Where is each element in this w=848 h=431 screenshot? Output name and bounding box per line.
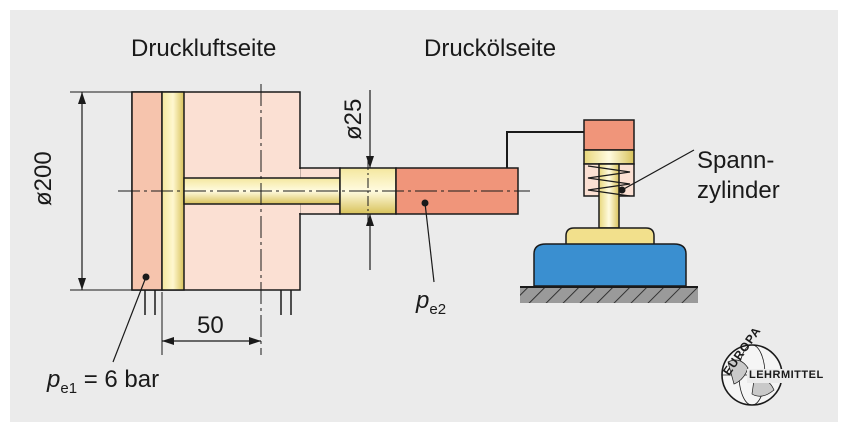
pe1-label: pe1 = 6 bar bbox=[47, 366, 159, 397]
pe2-leader bbox=[424, 202, 435, 283]
clamp-label-line2: zylinder bbox=[697, 177, 780, 204]
europa-lehrmittel-logo bbox=[721, 344, 823, 406]
spring bbox=[587, 165, 631, 197]
clamp-cylinder-label: Spann- zylinder bbox=[697, 146, 780, 206]
ground-hatch bbox=[520, 287, 698, 303]
oil-pipe bbox=[506, 131, 584, 168]
logo-text-bottom: LEHRMITTEL bbox=[749, 369, 824, 381]
clamp-pad bbox=[565, 227, 655, 249]
workpiece bbox=[533, 243, 687, 287]
stroke-dimension-label: 50 bbox=[197, 312, 224, 339]
clamp-label-line1: Spann- bbox=[697, 147, 775, 174]
pe2-subscript: e2 bbox=[429, 301, 447, 318]
diameter-small-label: ø25 bbox=[340, 98, 367, 140]
clamp-leader bbox=[621, 149, 695, 191]
pe1-subscript: e1 bbox=[60, 380, 78, 397]
pe1-symbol: p bbox=[47, 366, 61, 393]
pe1-leader bbox=[112, 276, 147, 363]
oil-side-heading: Druckölseite bbox=[424, 35, 557, 62]
pe2-symbol: p bbox=[416, 287, 430, 314]
air-side-heading: Druckluftseite bbox=[131, 35, 277, 62]
clamp-oil-chamber bbox=[583, 119, 635, 151]
pe1-value: = 6 bar bbox=[77, 366, 160, 393]
clamp-piston bbox=[583, 149, 635, 165]
pe2-label: pe2 bbox=[416, 287, 446, 318]
diameter-large-label: ø200 bbox=[30, 151, 57, 206]
